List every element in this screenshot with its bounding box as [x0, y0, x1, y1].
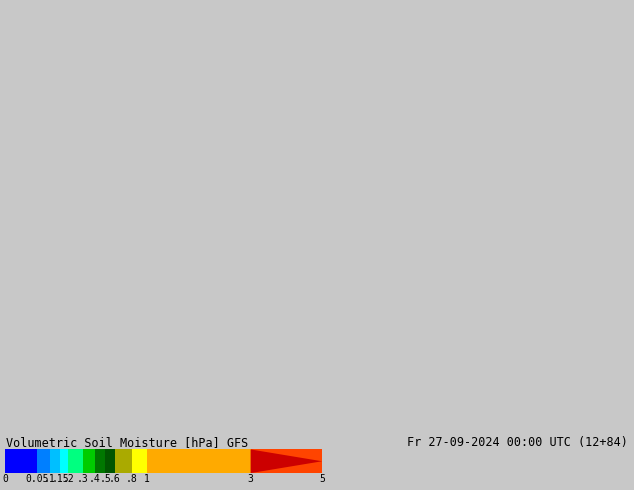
- Bar: [132, 449, 147, 473]
- Text: .1: .1: [44, 474, 56, 484]
- Text: Volumetric Soil Moisture [hPa] GFS: Volumetric Soil Moisture [hPa] GFS: [6, 437, 249, 449]
- Text: 3: 3: [248, 474, 254, 484]
- Text: .3: .3: [77, 474, 89, 484]
- Bar: [37, 449, 50, 473]
- Bar: [94, 449, 105, 473]
- Text: 0.05: 0.05: [25, 474, 49, 484]
- Bar: [250, 449, 322, 473]
- Text: .2: .2: [63, 474, 74, 484]
- Text: .8: .8: [126, 474, 138, 484]
- Bar: [82, 449, 94, 473]
- Bar: [68, 449, 82, 473]
- Text: 0: 0: [2, 474, 8, 484]
- Text: 5: 5: [319, 474, 325, 484]
- Text: Fr 27-09-2024 00:00 UTC (12+84): Fr 27-09-2024 00:00 UTC (12+84): [407, 437, 628, 449]
- Text: .5: .5: [100, 474, 111, 484]
- Polygon shape: [250, 449, 322, 473]
- Text: .6: .6: [109, 474, 120, 484]
- Bar: [5, 449, 37, 473]
- Text: .4: .4: [89, 474, 101, 484]
- Bar: [115, 449, 132, 473]
- Bar: [50, 449, 60, 473]
- Bar: [60, 449, 68, 473]
- Text: 1: 1: [144, 474, 150, 484]
- Text: .15: .15: [51, 474, 69, 484]
- Bar: [105, 449, 115, 473]
- Bar: [147, 449, 250, 473]
